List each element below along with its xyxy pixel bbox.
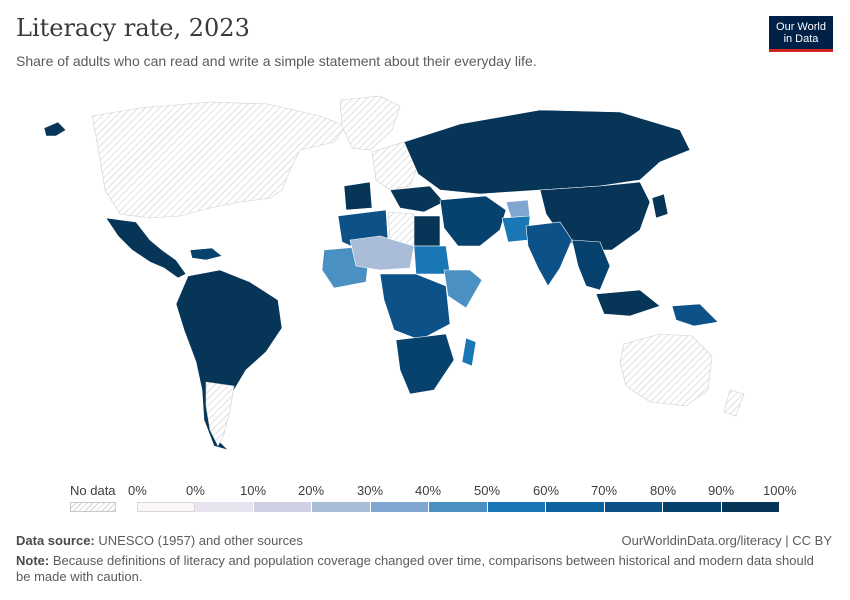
owid-logo[interactable]: Our World in Data <box>769 16 833 52</box>
legend-bin-4[interactable] <box>371 502 429 512</box>
region-southeast-asia[interactable] <box>571 239 611 291</box>
legend-bin-1[interactable] <box>195 502 254 512</box>
legend-tick: 10% <box>240 483 267 498</box>
region-caribbean[interactable] <box>189 247 223 261</box>
legend-tick: 20% <box>298 483 325 498</box>
world-map[interactable] <box>0 90 850 470</box>
legend-bin-0[interactable] <box>137 502 195 512</box>
legend-tick: 60% <box>533 483 560 498</box>
legend-tick: 80% <box>650 483 677 498</box>
legend-no-data-label: No data <box>70 483 116 498</box>
region-maritime-asia[interactable] <box>595 289 661 317</box>
note-text: Because definitions of literacy and popu… <box>16 553 814 584</box>
region-western-europe[interactable] <box>343 181 373 211</box>
data-source: Data source: UNESCO (1957) and other sou… <box>16 533 303 548</box>
legend-tick: 0% <box>128 483 147 498</box>
legend-tick: 0% <box>186 483 205 498</box>
data-source-text[interactable]: UNESCO (1957) and other sources <box>98 533 303 548</box>
region-south-america[interactable] <box>175 269 283 451</box>
logo-line-2: in Data <box>783 33 819 45</box>
legend-tick: 50% <box>474 483 501 498</box>
legend-no-data-swatch[interactable] <box>70 502 116 512</box>
chart-subtitle: Share of adults who can read and write a… <box>16 53 537 69</box>
footnote: Note: Because definitions of literacy an… <box>16 553 816 585</box>
legend-bin-5[interactable] <box>429 502 488 512</box>
region-argentina[interactable] <box>205 381 235 447</box>
region-india[interactable] <box>525 221 573 287</box>
legend-tick: 40% <box>415 483 442 498</box>
region-madagascar[interactable] <box>461 337 477 367</box>
region-papua[interactable] <box>671 303 719 327</box>
legend-tick: 90% <box>708 483 735 498</box>
data-source-label: Data source: <box>16 533 95 548</box>
credit-link[interactable]: OurWorldinData.org/literacy | CC BY <box>621 533 832 548</box>
region-pakistan[interactable] <box>501 215 531 243</box>
note-label: Note: <box>16 553 50 568</box>
region-central-africa[interactable] <box>379 273 451 341</box>
logo-line-1: Our World <box>776 21 826 33</box>
region-sahel[interactable] <box>349 235 415 271</box>
region-southern-africa[interactable] <box>395 333 455 395</box>
legend-bin-9[interactable] <box>663 502 722 512</box>
region-horn-of-africa[interactable] <box>443 269 483 309</box>
legend-bin-8[interactable] <box>605 502 663 512</box>
legend-bin-3[interactable] <box>312 502 371 512</box>
legend-tick: 30% <box>357 483 384 498</box>
legend-bin-7[interactable] <box>546 502 605 512</box>
region-greenland[interactable] <box>339 95 401 151</box>
region-japan[interactable] <box>651 193 669 219</box>
region-new-zealand[interactable] <box>723 389 745 417</box>
legend-bin-2[interactable] <box>254 502 312 512</box>
region-russia[interactable] <box>403 109 691 195</box>
chart-title: Literacy rate, 2023 <box>16 14 250 42</box>
legend-tick: 100% <box>763 483 797 498</box>
region-mexico-central-america[interactable] <box>105 217 187 279</box>
region-egypt[interactable] <box>413 215 441 247</box>
region-north-america[interactable] <box>91 101 347 219</box>
region-middle-east[interactable] <box>439 195 507 247</box>
region-alaska-west[interactable] <box>43 121 67 137</box>
region-australia[interactable] <box>619 333 713 407</box>
legend-bin-10[interactable] <box>722 502 780 512</box>
legend-bin-6[interactable] <box>488 502 546 512</box>
color-legend: No data 0% 0% 10% 20% 30% 40% 50% 60% 70… <box>0 480 850 520</box>
legend-tick: 70% <box>591 483 618 498</box>
region-southern-europe[interactable] <box>389 185 445 213</box>
